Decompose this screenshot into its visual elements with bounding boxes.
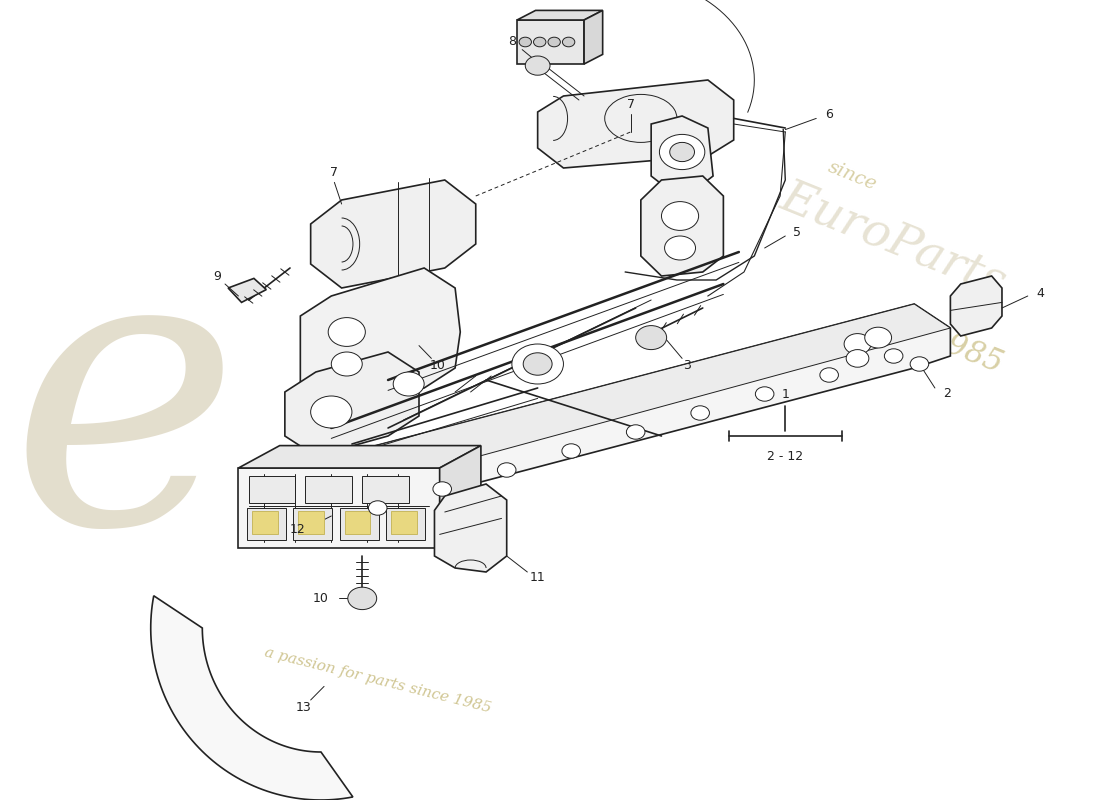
Polygon shape [651,116,713,188]
Text: since: since [825,158,879,194]
Circle shape [519,37,531,46]
Text: 12: 12 [289,523,305,536]
Polygon shape [249,476,295,503]
Circle shape [512,344,563,384]
Polygon shape [346,288,419,352]
Text: 13: 13 [296,701,311,714]
Polygon shape [252,511,277,534]
Polygon shape [584,10,603,64]
Text: 7: 7 [330,166,339,179]
Text: 4: 4 [1036,287,1044,300]
Polygon shape [434,484,507,572]
Text: 8: 8 [508,35,516,48]
Circle shape [659,134,705,170]
Circle shape [497,462,516,477]
Circle shape [691,406,710,420]
Polygon shape [344,511,371,534]
Polygon shape [362,476,409,503]
Circle shape [636,326,667,350]
Polygon shape [298,511,324,534]
Text: 3: 3 [683,359,691,372]
Circle shape [328,318,365,346]
Circle shape [626,425,645,439]
Polygon shape [517,20,584,64]
Text: 10: 10 [430,359,446,372]
Text: 10: 10 [314,592,329,605]
Text: 2 - 12: 2 - 12 [767,450,803,462]
Polygon shape [239,468,440,548]
Circle shape [865,327,892,348]
Text: 1: 1 [781,388,789,401]
Text: 7: 7 [627,98,635,111]
Circle shape [524,353,552,375]
Circle shape [310,396,352,428]
Circle shape [910,357,928,371]
Polygon shape [293,508,332,540]
Polygon shape [386,508,426,540]
Polygon shape [306,476,352,503]
Polygon shape [517,10,603,20]
Circle shape [368,501,387,515]
Circle shape [884,349,903,363]
Polygon shape [300,268,460,412]
Text: 2: 2 [944,387,952,400]
Polygon shape [285,352,419,456]
Polygon shape [538,80,734,168]
Circle shape [670,142,694,162]
Circle shape [756,386,774,402]
Polygon shape [151,596,353,800]
Text: a passion for parts since 1985: a passion for parts since 1985 [263,645,493,715]
Circle shape [562,444,581,458]
Polygon shape [228,278,266,302]
Polygon shape [321,304,950,488]
Circle shape [562,37,575,46]
Circle shape [664,236,695,260]
Text: EuroParts: EuroParts [774,174,1013,306]
Polygon shape [641,176,724,276]
Circle shape [846,350,869,367]
Polygon shape [440,446,481,548]
Text: 11: 11 [530,571,546,584]
Polygon shape [392,511,417,534]
Circle shape [534,37,546,46]
Polygon shape [246,508,286,540]
Circle shape [433,482,451,496]
Polygon shape [239,446,481,468]
Circle shape [348,587,376,610]
Text: 5: 5 [793,226,801,238]
Circle shape [331,352,362,376]
Circle shape [820,368,838,382]
Circle shape [661,202,698,230]
Text: e: e [10,227,240,605]
Circle shape [548,37,560,46]
Polygon shape [950,276,1002,336]
Text: 9: 9 [212,270,221,283]
Text: 6: 6 [825,108,833,121]
Text: 1985: 1985 [924,323,1008,381]
Circle shape [844,334,871,354]
Circle shape [526,56,550,75]
Circle shape [393,372,425,396]
Polygon shape [310,180,475,288]
Polygon shape [285,304,950,524]
Polygon shape [340,508,378,540]
